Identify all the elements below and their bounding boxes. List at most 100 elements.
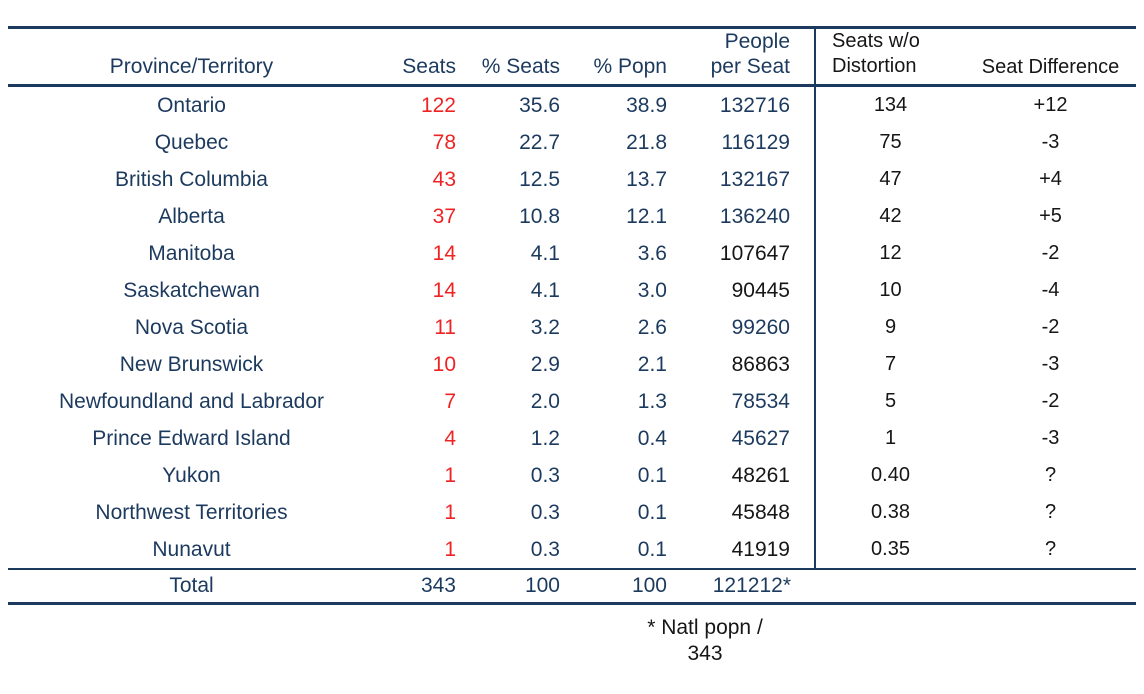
table-row: Manitoba 14 4.1 3.6 107647 12 -2 bbox=[8, 235, 1136, 272]
cell-seats-wo-distortion: 42 bbox=[814, 198, 965, 235]
cell-pct-seats: 4.1 bbox=[530, 241, 560, 265]
cell-seat-difference: ? bbox=[1044, 464, 1057, 486]
cell-pct-seats: 12.5 bbox=[519, 167, 560, 191]
cell-pct-popn: 12.1 bbox=[626, 204, 667, 228]
cell-seats: 14 bbox=[432, 278, 456, 302]
footnote-line2: 343 bbox=[687, 642, 723, 665]
col-header-pct-popn: % Popn bbox=[593, 55, 667, 78]
cell-pct-popn: 21.8 bbox=[626, 130, 667, 154]
total-row: Total 343 100 100 121212* bbox=[8, 569, 1136, 604]
footnote: * Natl popn / 343 bbox=[555, 615, 855, 667]
table-row: Saskatchewan 14 4.1 3.0 90445 10 -4 bbox=[8, 272, 1136, 309]
cell-seats-wo-distortion: 134 bbox=[814, 85, 965, 124]
cell-seats: 78 bbox=[432, 130, 456, 154]
cell-province: Nova Scotia bbox=[134, 315, 249, 339]
cell-seats-wo-distortion: 1 bbox=[814, 420, 965, 457]
table-row: Yukon 1 0.3 0.1 48261 0.40 ? bbox=[8, 457, 1136, 494]
people-per-seat-line2: per Seat bbox=[710, 55, 790, 78]
cell-seats-wo-distortion: 47 bbox=[814, 161, 965, 198]
cell-people-per-seat: 78534 bbox=[731, 389, 790, 413]
cell-seat-difference: -3 bbox=[1041, 353, 1060, 375]
cell-pct-popn: 3.0 bbox=[637, 278, 667, 302]
cell-province: Alberta bbox=[158, 204, 225, 228]
cell-people-per-seat: 136240 bbox=[719, 204, 790, 228]
table-row: Ontario 122 35.6 38.9 132716 134 +12 bbox=[8, 85, 1136, 124]
cell-seats-wo-distortion: 0.40 bbox=[814, 457, 965, 494]
cell-seats-wo-distortion: 75 bbox=[814, 124, 965, 161]
cell-seats: 1 bbox=[444, 537, 456, 561]
total-pct-seats: 100 bbox=[524, 574, 560, 597]
cell-people-per-seat: 48261 bbox=[731, 463, 790, 487]
cell-province: Manitoba bbox=[148, 241, 235, 265]
table-row: Nunavut 1 0.3 0.1 41919 0.35 ? bbox=[8, 531, 1136, 569]
cell-province: Ontario bbox=[157, 93, 226, 117]
table-body: Ontario 122 35.6 38.9 132716 134 +12 Que… bbox=[8, 85, 1136, 604]
total-label: Total bbox=[169, 574, 214, 597]
cell-seats: 7 bbox=[444, 389, 456, 413]
cell-province: British Columbia bbox=[115, 167, 268, 191]
cell-seat-difference: -3 bbox=[1041, 131, 1060, 153]
cell-seats-wo-distortion: 5 bbox=[814, 383, 965, 420]
cell-pct-popn: 2.6 bbox=[637, 315, 667, 339]
people-per-seat-line1: People bbox=[724, 30, 790, 53]
table-row: Nova Scotia 11 3.2 2.6 99260 9 -2 bbox=[8, 309, 1136, 346]
cell-province: Quebec bbox=[154, 130, 229, 154]
total-seats-wo-distortion bbox=[815, 569, 965, 604]
cell-people-per-seat: 132716 bbox=[719, 93, 790, 117]
cell-seat-difference: +4 bbox=[1039, 168, 1062, 190]
cell-pct-seats: 2.9 bbox=[530, 352, 560, 376]
cell-seat-difference: +5 bbox=[1039, 205, 1062, 227]
cell-pct-popn: 38.9 bbox=[626, 93, 667, 117]
seat-distortion-table: Province/Territory Seats % Seats % Popn … bbox=[8, 26, 1136, 605]
cell-seats-wo-distortion: 12 bbox=[814, 235, 965, 272]
cell-pct-popn: 13.7 bbox=[626, 167, 667, 191]
table-row: Alberta 37 10.8 12.1 136240 42 +5 bbox=[8, 198, 1136, 235]
cell-seat-difference: -2 bbox=[1041, 242, 1060, 264]
cell-seats: 10 bbox=[432, 352, 456, 376]
cell-people-per-seat: 116129 bbox=[721, 130, 790, 154]
cell-pct-popn: 2.1 bbox=[637, 352, 667, 376]
cell-seat-difference: -2 bbox=[1041, 390, 1060, 412]
col-header-seats-wo-distortion: Seats w/o Distortion bbox=[814, 27, 965, 86]
cell-people-per-seat: 99260 bbox=[731, 315, 790, 339]
cell-seats-wo-distortion: 0.35 bbox=[814, 531, 965, 569]
cell-seats: 122 bbox=[420, 93, 456, 117]
cell-province: New Brunswick bbox=[119, 352, 264, 376]
cell-pct-popn: 0.1 bbox=[637, 463, 667, 487]
cell-seats: 43 bbox=[432, 167, 456, 191]
cell-pct-seats: 35.6 bbox=[519, 93, 560, 117]
cell-province: Nunavut bbox=[152, 537, 231, 561]
total-seats: 343 bbox=[420, 574, 456, 597]
cell-province: Saskatchewan bbox=[123, 278, 260, 302]
cell-pct-seats: 22.7 bbox=[519, 130, 560, 154]
col-header-people-per-seat: People per Seat bbox=[670, 28, 815, 86]
cell-pct-seats: 3.2 bbox=[530, 315, 560, 339]
col-header-seats: Seats bbox=[402, 55, 456, 78]
cell-province: Yukon bbox=[162, 463, 221, 487]
seats-wo-distortion-line1: Seats w/o bbox=[832, 30, 920, 52]
table-row: Quebec 78 22.7 21.8 116129 75 -3 bbox=[8, 124, 1136, 161]
cell-seat-difference: +12 bbox=[1033, 94, 1068, 116]
cell-seats: 4 bbox=[444, 426, 456, 450]
cell-seats: 11 bbox=[434, 315, 456, 339]
cell-people-per-seat: 41919 bbox=[731, 537, 790, 561]
cell-seats: 1 bbox=[444, 463, 456, 487]
cell-seats-wo-distortion: 10 bbox=[814, 272, 965, 309]
cell-people-per-seat: 45848 bbox=[731, 500, 790, 524]
cell-pct-popn: 1.3 bbox=[637, 389, 667, 413]
cell-seat-difference: -4 bbox=[1041, 279, 1060, 301]
cell-people-per-seat: 45627 bbox=[731, 426, 790, 450]
cell-people-per-seat: 132167 bbox=[719, 167, 790, 191]
cell-seat-difference: -3 bbox=[1041, 427, 1060, 449]
cell-seat-difference: -2 bbox=[1041, 316, 1060, 338]
cell-pct-seats: 1.2 bbox=[530, 426, 560, 450]
cell-pct-seats: 4.1 bbox=[530, 278, 560, 302]
cell-pct-popn: 3.6 bbox=[637, 241, 667, 265]
cell-people-per-seat: 107647 bbox=[719, 241, 790, 265]
cell-people-per-seat: 86863 bbox=[731, 352, 790, 376]
col-header-province: Province/Territory bbox=[109, 55, 274, 78]
cell-seats-wo-distortion: 0.38 bbox=[814, 494, 965, 531]
col-header-seat-difference: Seat Difference bbox=[981, 56, 1120, 78]
cell-pct-seats: 2.0 bbox=[530, 389, 560, 413]
